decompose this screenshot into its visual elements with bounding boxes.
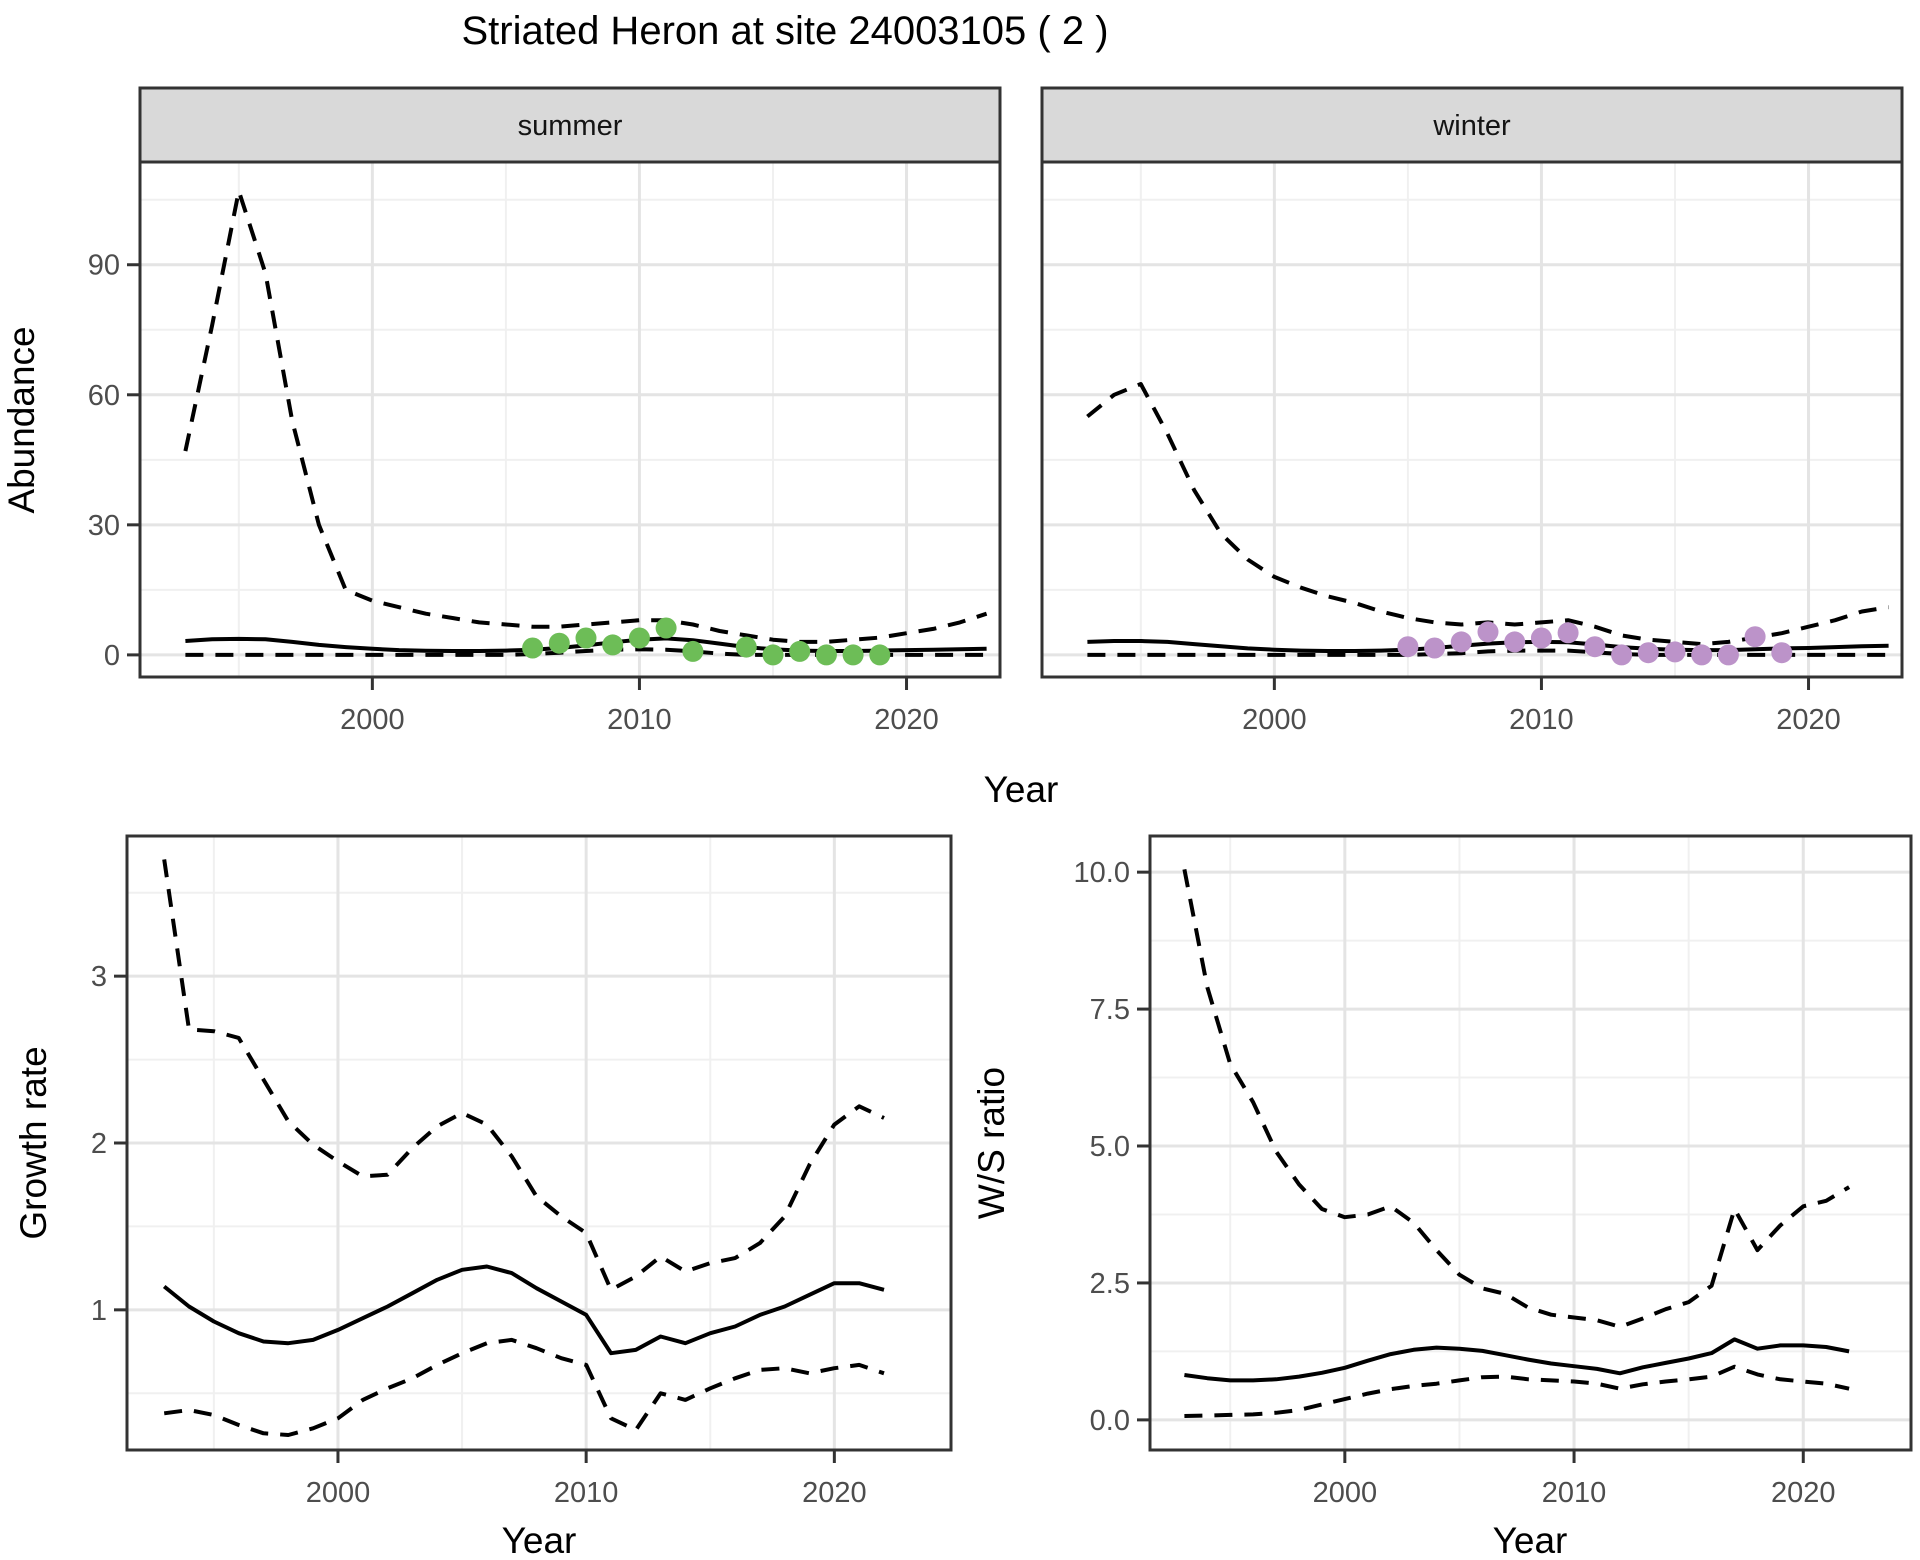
y-tick-label: 5.0 (1090, 1131, 1130, 1163)
upper-ci-line (162, 859, 885, 1292)
data-point (869, 644, 891, 666)
y-tick-label: 30 (88, 510, 120, 542)
panel-border (138, 160, 1002, 679)
data-point (1450, 631, 1472, 653)
data-point (1397, 636, 1419, 658)
data-point (762, 644, 784, 666)
panel-abundance-summer: summer 2000 2010 2020 0 30 60 90 (88, 86, 1002, 736)
data-point (1771, 642, 1793, 664)
x-tick-label: 2010 (1542, 1477, 1607, 1509)
panel-border (1148, 834, 1913, 1452)
data-point (735, 636, 757, 658)
year-axis-label-top: Year (984, 769, 1059, 810)
x-tick-label: 2020 (1776, 704, 1841, 736)
x-tick-label: 2000 (1242, 704, 1307, 736)
x-tick-label: 2020 (1771, 1477, 1836, 1509)
x-tick-label: 2000 (340, 704, 405, 736)
x-tick-label: 2000 (306, 1477, 371, 1509)
data-point (1530, 627, 1552, 649)
x-tick-label: 2020 (874, 704, 939, 736)
data-point (815, 644, 837, 666)
x-tick-label: 2010 (554, 1477, 619, 1509)
facet-strip (1040, 86, 1904, 164)
x-tick-label: 2010 (1509, 704, 1574, 736)
data-point (1477, 621, 1499, 643)
lower-ci-line (163, 1337, 885, 1437)
growth-rate-axis-label: Growth rate (13, 1046, 54, 1239)
data-point (842, 644, 864, 666)
data-point (1744, 626, 1766, 648)
data-point (522, 637, 544, 659)
year-axis-label-bottom-right: Year (1493, 1520, 1568, 1560)
y-tick-label: 7.5 (1090, 994, 1130, 1026)
y-tick-label: 2 (91, 1128, 107, 1160)
y-tick-label: 90 (88, 250, 120, 282)
x-tick-label: 2020 (802, 1477, 867, 1509)
data-point (655, 617, 677, 639)
facet-strip (138, 86, 1002, 164)
upper-ci-line (1182, 869, 1851, 1329)
y-tick-label: 60 (88, 380, 120, 412)
lower-ci-line (1087, 648, 1889, 657)
panel-border (1040, 160, 1904, 679)
data-point (602, 634, 624, 656)
data-point (789, 640, 811, 662)
y-tick-label: 3 (91, 961, 107, 993)
facet-strip-label: winter (1432, 110, 1511, 142)
panel-growth-rate: 2000 2010 2020 1 2 3 (91, 834, 953, 1509)
abundance-axis-label: Abundance (1, 326, 42, 513)
data-point (1424, 637, 1446, 659)
data-point (682, 640, 704, 662)
data-point (1504, 631, 1526, 653)
data-point (1691, 644, 1713, 666)
data-point (575, 627, 597, 649)
data-point (1557, 622, 1579, 644)
y-tick-label: 1 (91, 1295, 107, 1327)
y-tick-label: 10.0 (1074, 857, 1130, 889)
data-point (548, 632, 570, 654)
median-line (1184, 1337, 1850, 1383)
x-tick-label: 2010 (607, 704, 672, 736)
year-axis-label-bottom-left: Year (502, 1520, 577, 1560)
upper-ci-line (1086, 382, 1889, 647)
median-line (162, 1264, 885, 1356)
panel-ws-ratio: 2000 2010 2020 0.0 2.5 5.0 7.5 10.0 (1074, 834, 1913, 1509)
data-point (1584, 636, 1606, 658)
upper-ci-line (183, 189, 988, 644)
data-point (1637, 642, 1659, 664)
data-point (1664, 641, 1686, 663)
y-tick-label: 2.5 (1090, 1268, 1130, 1300)
y-tick-label: 0.0 (1090, 1405, 1130, 1437)
ws-ratio-axis-label: W/S ratio (971, 1067, 1012, 1219)
lower-ci-line (1184, 1364, 1850, 1418)
median-line (1087, 639, 1889, 653)
x-tick-label: 2000 (1313, 1477, 1378, 1509)
data-point (1717, 644, 1739, 666)
data-point (1611, 644, 1633, 666)
panel-abundance-winter: winter 2000 2010 2020 (1040, 86, 1904, 736)
figure-title: Striated Heron at site 24003105 ( 2 ) (461, 9, 1108, 53)
y-tick-label: 0 (104, 640, 120, 672)
facet-strip-label: summer (518, 110, 623, 142)
data-point (628, 627, 650, 649)
